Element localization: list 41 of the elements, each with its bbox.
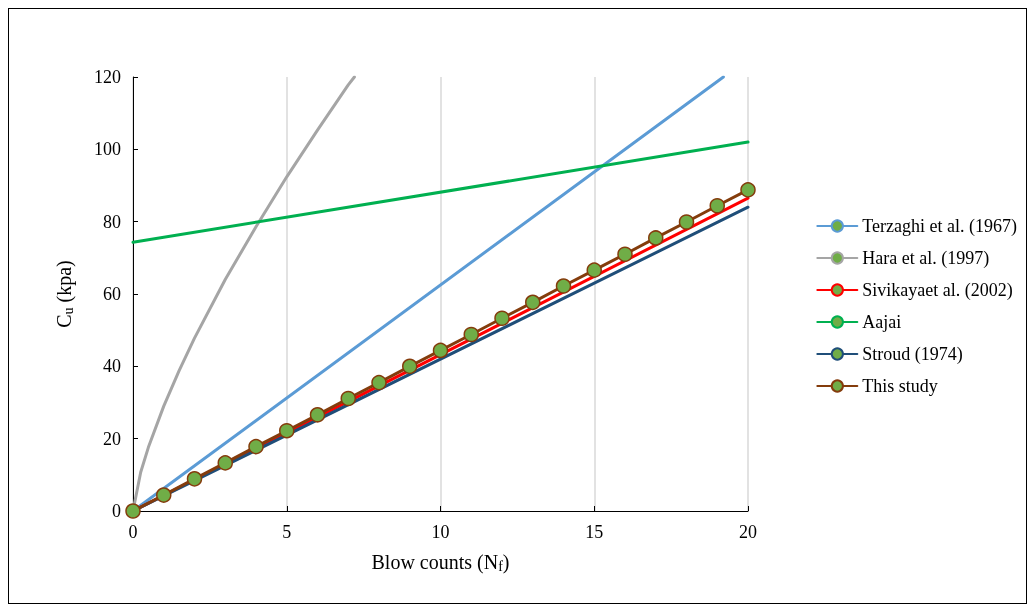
point <box>248 438 264 455</box>
point <box>678 214 695 230</box>
point <box>617 246 633 262</box>
y-axis-title: Cu (kpa) <box>53 260 76 328</box>
x-tick-label: 5 <box>282 522 292 542</box>
point <box>371 374 387 391</box>
point <box>186 471 203 487</box>
y-tick-label: 0 <box>112 501 121 521</box>
point <box>709 198 725 214</box>
point <box>432 342 449 359</box>
point <box>340 390 356 407</box>
point <box>402 358 418 375</box>
point <box>555 278 572 294</box>
point <box>494 310 510 326</box>
point <box>586 262 602 278</box>
legend-label: This study <box>862 376 938 396</box>
point <box>648 230 664 246</box>
y-tick-label: 100 <box>94 139 121 160</box>
point <box>279 422 295 439</box>
x-tick-label: 20 <box>739 522 757 542</box>
point <box>740 182 756 198</box>
point <box>525 294 541 311</box>
y-tick-label: 60 <box>103 284 121 304</box>
x-tick-label: 15 <box>585 522 604 542</box>
point <box>217 455 233 471</box>
x-tick-label: 0 <box>128 522 138 542</box>
y-tick-label: 120 <box>94 67 121 87</box>
point <box>309 407 326 423</box>
y-tick-label: 80 <box>103 211 121 232</box>
point <box>125 503 141 519</box>
x-tick-label: 10 <box>431 522 450 542</box>
legend-label: Terzaghi et al. (1967) <box>862 216 1018 237</box>
legend-label: Sivikayaet al. (2002) <box>862 280 1013 301</box>
legend-label: Hara et al. (1997) <box>862 248 990 269</box>
x-axis-title: Blow counts (Nf) <box>371 551 510 574</box>
point <box>463 326 479 343</box>
legend-label: Aajai <box>862 312 902 332</box>
y-tick-label: 20 <box>103 428 121 449</box>
y-tick-label: 40 <box>103 356 121 377</box>
point <box>156 487 172 503</box>
legend-label: Stroud (1974) <box>862 344 963 365</box>
